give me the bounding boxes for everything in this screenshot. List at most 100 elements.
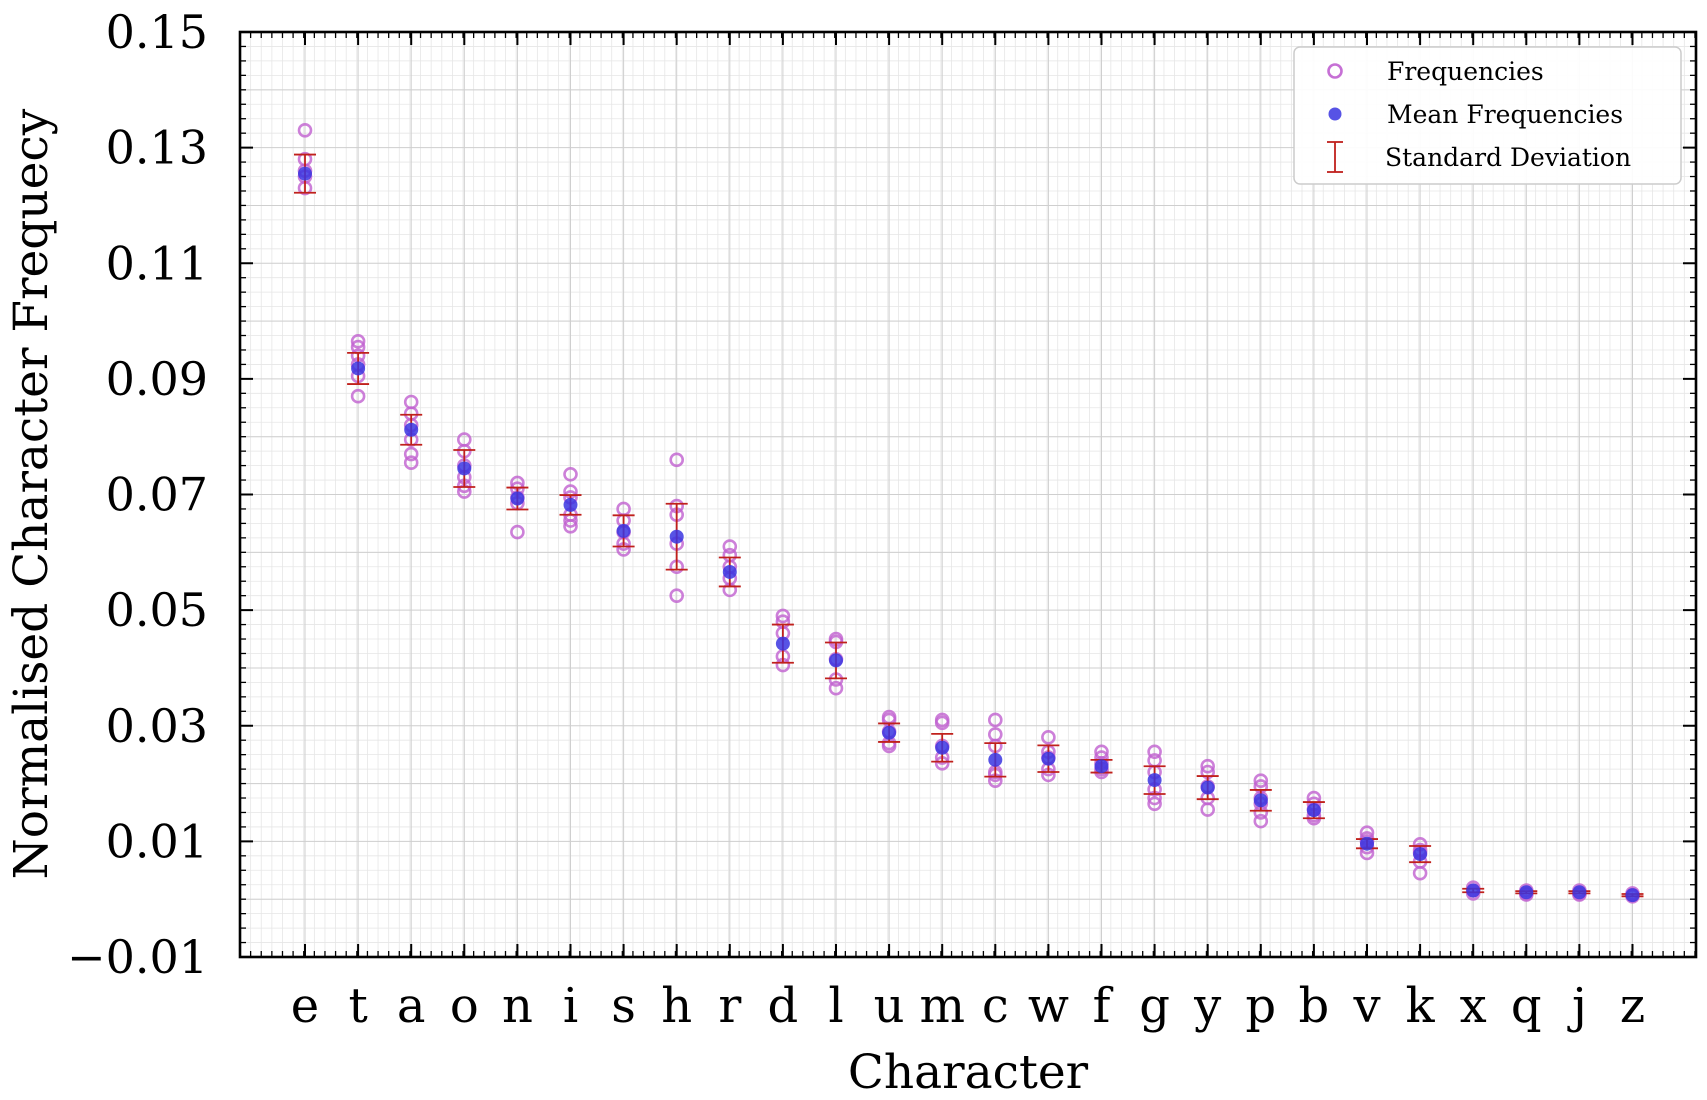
frequency-point (722, 539, 738, 554)
x-tick-label: w (1028, 978, 1069, 1034)
frequency-point (510, 524, 525, 540)
x-tick-label: s (611, 978, 636, 1034)
frequency-point (1200, 802, 1215, 817)
mean-point (351, 361, 366, 376)
legend-mean-marker (1328, 107, 1342, 121)
mean-point (722, 564, 737, 579)
mean-point (404, 422, 419, 437)
mean-point (1625, 888, 1640, 903)
x-tick-label: d (768, 978, 799, 1034)
frequency-point (563, 466, 578, 482)
mean-point (1306, 803, 1321, 818)
frequency-point (1041, 730, 1056, 745)
legend-frequencies-marker (1327, 63, 1343, 79)
x-tick-label: z (1620, 978, 1645, 1034)
legend-frequencies-label: Frequencies (1387, 57, 1544, 86)
x-tick-label: b (1299, 978, 1330, 1034)
mean-point (1519, 885, 1534, 900)
mean-point (882, 725, 897, 740)
frequency-point (350, 333, 366, 349)
y-tick-label: 0.03 (106, 699, 208, 753)
mean-point (775, 636, 790, 651)
legend-std-label: Standard Deviation (1385, 143, 1631, 172)
frequency-point (669, 452, 685, 468)
mean-point (1041, 751, 1056, 766)
mean-point (1572, 885, 1587, 900)
frequency-point (775, 608, 791, 624)
mean-point (829, 653, 843, 668)
frequency-point (934, 715, 950, 731)
x-tick-label: k (1406, 978, 1436, 1034)
x-tick-label: t (348, 978, 367, 1034)
y-tick-label: 0.01 (106, 814, 208, 868)
frequency-point (563, 518, 578, 534)
y-tick-label: 0.07 (106, 468, 208, 522)
frequency-point (1253, 813, 1269, 829)
mean-point (988, 752, 1003, 767)
mean-point (563, 497, 578, 512)
y-tick-labels: 0.15 0.13 0.11 0.09 0.07 0.05 0.03 0.01 −0.01 (67, 5, 208, 984)
x-tick-label: c (982, 978, 1009, 1034)
x-tick-label: r (718, 978, 741, 1034)
x-tick-label: i (563, 978, 578, 1034)
x-tick-label: m (919, 978, 965, 1034)
mean-point (935, 740, 950, 755)
legend-std-marker (1327, 141, 1343, 173)
frequency-point (350, 388, 366, 404)
y-tick-label: 0.15 (106, 5, 208, 59)
x-tick-label: y (1193, 978, 1221, 1034)
frequency-point (1147, 744, 1162, 760)
y-tick-label: 0.05 (106, 583, 208, 637)
frequency-point (1412, 865, 1428, 881)
y-tick-label: 0.11 (106, 236, 208, 290)
frequency-point (1253, 773, 1269, 788)
mean-point (1360, 836, 1374, 851)
x-tick-label: g (1139, 978, 1170, 1034)
frequency-point (1200, 758, 1215, 774)
x-tick-label: x (1460, 978, 1487, 1034)
frequency-point (297, 122, 313, 138)
x-tick-label: e (291, 978, 319, 1034)
x-tick-label: n (502, 978, 533, 1034)
mean-point (669, 529, 684, 544)
y-tick-label: 0.09 (106, 352, 208, 406)
x-tick-label: f (1093, 978, 1114, 1034)
x-tick-label: l (828, 978, 843, 1034)
mean-point (510, 491, 525, 506)
mean-point (1200, 780, 1215, 795)
x-tick-label: h (661, 978, 692, 1034)
x-tick-label: p (1245, 978, 1276, 1034)
frequency-point (987, 712, 1003, 728)
frequency-point (403, 446, 419, 462)
data-marks (294, 122, 1644, 904)
axis-ticks (240, 31, 1696, 958)
x-tick-label: o (450, 978, 479, 1034)
x-tick-label: j (1567, 978, 1587, 1034)
frequency-point (669, 588, 685, 603)
frequency-point (1147, 796, 1162, 812)
mean-point (1466, 883, 1481, 898)
mean-point (616, 523, 631, 538)
mean-point (1413, 847, 1428, 862)
x-tick-label: u (874, 978, 905, 1034)
x-tick-label: q (1511, 978, 1542, 1034)
x-axis-title: Character (848, 1045, 1089, 1100)
mean-point (298, 166, 312, 181)
legend: Frequencies Mean Frequencies Standard De… (1293, 46, 1682, 185)
grid (240, 32, 1696, 957)
mean-point (1094, 759, 1109, 774)
x-tick-label: v (1352, 978, 1380, 1034)
frequency-point (403, 455, 419, 471)
frequency-point (828, 680, 844, 696)
x-tick-label: a (397, 978, 426, 1034)
mean-point (1147, 773, 1162, 788)
legend-box (1293, 46, 1682, 185)
y-tick-label: 0.13 (106, 121, 208, 175)
y-axis-title: Normalised Character Frequecy (4, 108, 59, 879)
y-tick-label: −0.01 (67, 930, 208, 984)
mean-point (457, 461, 472, 476)
legend-mean-label: Mean Frequencies (1387, 100, 1623, 129)
mean-point (1253, 793, 1268, 808)
